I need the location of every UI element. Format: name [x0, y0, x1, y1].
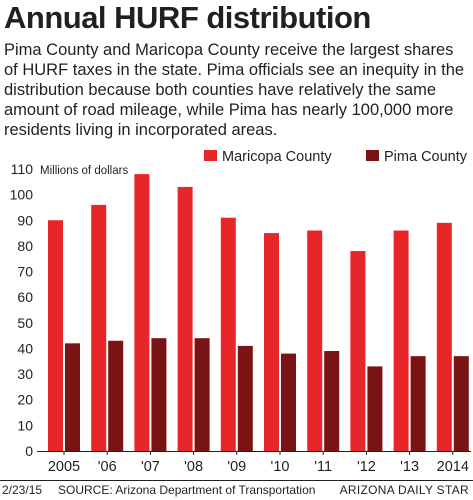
bar-pima: [237, 345, 253, 451]
bar-pima: [453, 356, 469, 451]
y-tick-label: 60: [17, 289, 33, 305]
bar-pima: [324, 351, 340, 451]
legend: Maricopa County Pima County: [204, 149, 468, 165]
bar-pima: [194, 338, 210, 451]
footer-rule: [0, 480, 473, 481]
legend-label-maricopa: Maricopa County: [222, 149, 332, 165]
legend-swatch-pima: [366, 150, 379, 161]
x-tick-label: '07: [141, 459, 160, 475]
x-tick-label: 2014: [437, 459, 469, 475]
bar-pima: [281, 353, 296, 451]
bar-pima: [151, 338, 167, 451]
bar-pima: [65, 343, 80, 451]
bar-maricopa: [436, 222, 452, 451]
bar-maricopa: [48, 220, 63, 451]
y-tick-label: 30: [17, 366, 33, 382]
x-tick-label: '11: [314, 459, 332, 475]
chart-description: Pima County and Maricopa County receive …: [4, 41, 465, 139]
footer-date: 2/23/15: [2, 483, 43, 497]
footer: 2/23/15 SOURCE: Arizona Department of Tr…: [0, 480, 473, 500]
y-axis-label: Millions of dollars: [40, 165, 128, 177]
y-axis-ticks: 0 10 20 30 40 50 60 70 80 90 100 110: [10, 161, 34, 459]
bar-maricopa: [350, 251, 366, 451]
y-tick-label: 100: [10, 187, 34, 203]
y-tick-label: 90: [17, 212, 33, 228]
x-tick-label: '13: [400, 459, 419, 475]
y-tick-label: 20: [17, 392, 33, 408]
bar-maricopa: [91, 204, 107, 451]
y-tick-label: 40: [17, 340, 33, 356]
bar-pima: [367, 366, 383, 451]
y-tick-label: 110: [11, 161, 34, 177]
bar-maricopa: [307, 230, 323, 451]
bar-maricopa: [220, 217, 236, 451]
x-tick-label: '12: [357, 459, 376, 475]
legend-swatch-maricopa: [204, 150, 217, 161]
bar-maricopa: [177, 186, 193, 452]
bar-maricopa: [264, 233, 279, 451]
y-tick-label: 80: [17, 238, 33, 254]
x-tick-label: '10: [271, 459, 290, 475]
y-tick-label: 70: [17, 264, 33, 280]
bar-maricopa: [134, 174, 150, 452]
x-tick-label: '08: [184, 459, 203, 475]
legend-label-pima: Pima County: [384, 149, 468, 165]
footer-credit: ARIZONA DAILY STAR: [339, 483, 469, 497]
bar-pima: [410, 356, 426, 451]
bar-pima: [108, 340, 124, 451]
x-tick-label: 2005: [48, 459, 80, 475]
x-axis-ticks: 2005 '06 '07 '08 '09 '10 '11 '12 '13 2014: [48, 451, 469, 475]
chart-title: Annual HURF distribution: [4, 0, 371, 35]
footer-source: SOURCE: Arizona Department of Transporta…: [58, 483, 316, 497]
x-tick-label: '09: [227, 459, 246, 475]
y-tick-label: 10: [17, 417, 33, 433]
y-tick-label: 50: [17, 315, 33, 331]
bars: [37, 174, 471, 452]
bar-chart: Maricopa County Pima County Millions of …: [10, 149, 471, 475]
bar-maricopa: [393, 230, 409, 451]
y-tick-label: 0: [25, 443, 33, 459]
x-tick-label: '06: [98, 459, 117, 475]
